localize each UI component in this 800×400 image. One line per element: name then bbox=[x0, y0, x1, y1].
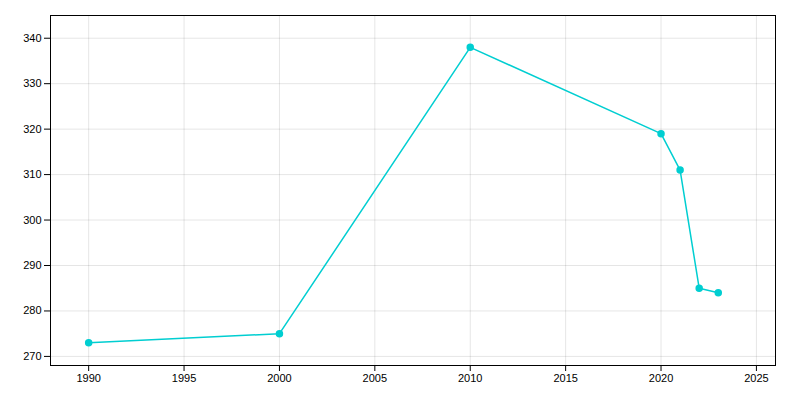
svg-text:270: 270 bbox=[23, 350, 41, 362]
svg-text:1990: 1990 bbox=[76, 372, 100, 384]
svg-text:280: 280 bbox=[23, 304, 41, 316]
svg-text:2010: 2010 bbox=[458, 372, 482, 384]
svg-text:290: 290 bbox=[23, 259, 41, 271]
svg-text:2005: 2005 bbox=[363, 372, 387, 384]
svg-text:2025: 2025 bbox=[744, 372, 768, 384]
svg-text:2020: 2020 bbox=[649, 372, 673, 384]
svg-text:310: 310 bbox=[23, 168, 41, 180]
svg-text:1995: 1995 bbox=[172, 372, 196, 384]
svg-text:2000: 2000 bbox=[267, 372, 291, 384]
svg-text:300: 300 bbox=[23, 214, 41, 226]
svg-text:2015: 2015 bbox=[553, 372, 577, 384]
svg-text:320: 320 bbox=[23, 123, 41, 135]
svg-text:340: 340 bbox=[23, 32, 41, 44]
svg-text:330: 330 bbox=[23, 77, 41, 89]
